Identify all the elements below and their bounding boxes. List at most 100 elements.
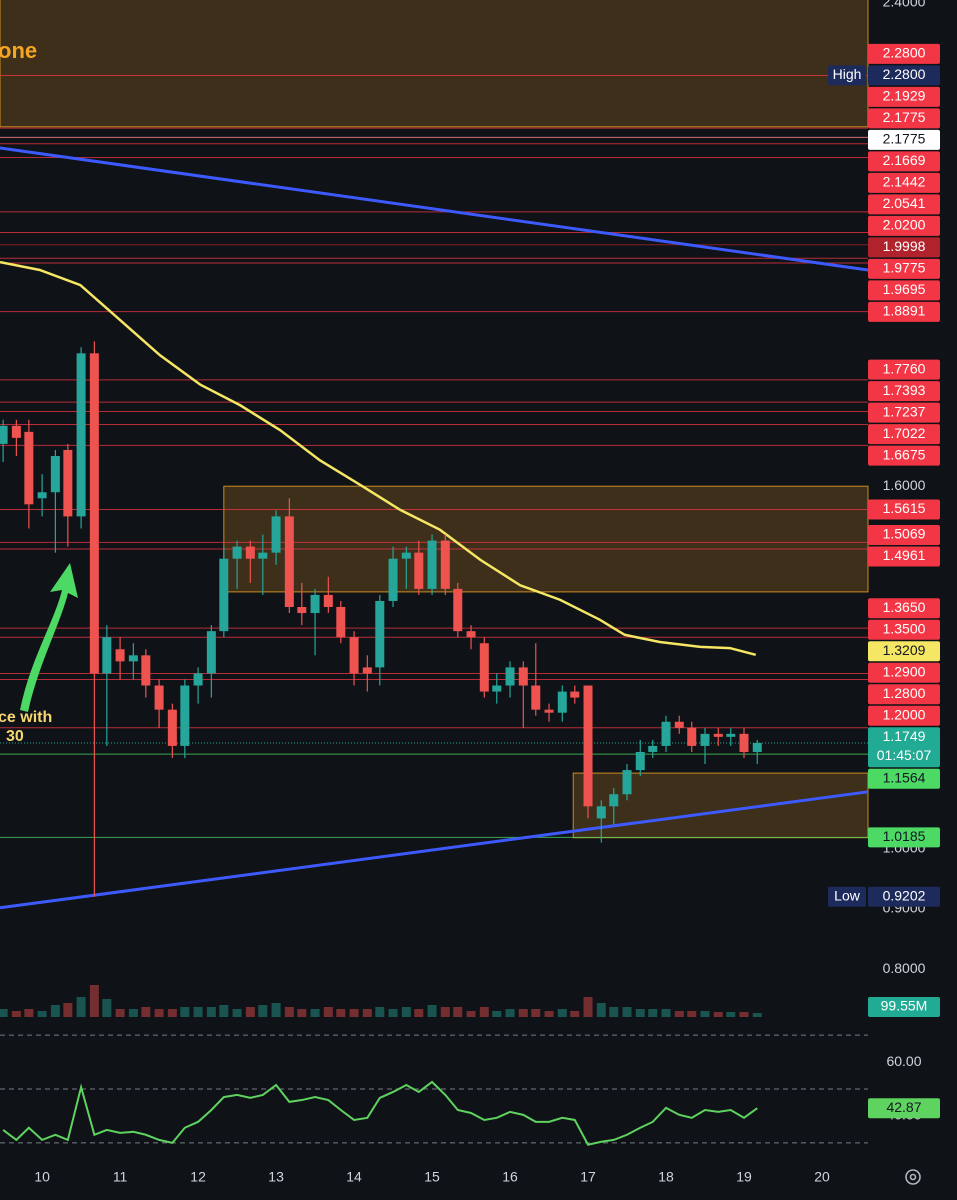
volume-bar [726,1012,736,1017]
volume-tag [868,997,940,1017]
plot-area: one [0,0,869,1146]
price-tag-label: 2.1929 [883,88,926,104]
volume-bar [505,1009,515,1017]
volume-bar [687,1011,697,1017]
volume-bar [609,1007,619,1017]
volume-bar [11,1011,21,1017]
candle-body [336,607,346,638]
volume-bar [180,1007,190,1017]
price-tag [868,402,940,423]
volume-bar [414,1009,424,1017]
price-tag-label: 2.2800 [883,45,926,61]
candle-body [622,770,632,795]
volume-bar [479,1007,489,1017]
candle-body [271,516,281,553]
rsi-tick-label: 60.00 [886,1053,921,1069]
price-tag-label: 1.7393 [883,382,926,398]
volume-bar [89,985,99,1017]
price-tag [868,598,940,619]
candle-body [206,631,216,674]
price-tag [868,301,940,322]
price-tag-label: 1.2900 [883,663,926,679]
price-tag [868,684,940,705]
price-tag-label: 1.1749 [883,728,926,744]
volume-bar [362,1009,372,1017]
settings-icon[interactable] [905,1169,921,1185]
candle-body [583,685,593,807]
candle-body [752,742,762,752]
annotation: 30 [6,728,24,745]
price-tag [868,359,940,380]
price-tag [868,768,940,789]
volume-bar [206,1007,216,1017]
price-tag-label: 2.1775 [883,109,926,125]
volume-bar [141,1007,151,1017]
price-tag-label: 1.2000 [883,706,926,722]
volume-bar [50,1005,60,1017]
price-tag [868,65,940,86]
volume-bar [570,1011,580,1017]
volume-bar [349,1009,359,1017]
volume-bar [518,1009,528,1017]
price-tag [868,662,940,683]
x-tick-label: 15 [424,1169,440,1185]
x-tick-label: 17 [580,1169,596,1185]
candle-body [0,425,8,444]
rsi-tag [868,1098,940,1119]
candle-body [440,540,450,589]
price-tag [868,258,940,279]
zone-label: one [0,38,37,63]
candle-body [37,492,47,499]
volume-bar [310,1009,320,1017]
price-tag [868,151,940,172]
volume-bar [739,1012,749,1017]
x-tick-label: 10 [34,1169,50,1185]
volume-bar [648,1009,658,1017]
candle-body [297,607,307,614]
candle-body [401,552,411,559]
price-tag-label: 2.0541 [883,195,926,211]
candle-body [362,667,372,674]
price-tag [868,886,940,907]
price-tag [868,705,940,726]
price-tag-label: 2.1669 [883,152,926,168]
candle-body [557,691,567,713]
volume-bar [258,1005,268,1017]
x-tick-label: 11 [113,1169,128,1185]
candle-body [596,806,606,819]
y-tick-label: 1.6000 [883,477,926,493]
candle-body [102,637,112,674]
volume-bar [102,999,112,1017]
volume-bar [193,1007,203,1017]
volume-bar [557,1009,567,1017]
volume-tag-label: 99.55M [881,998,928,1014]
price-tag-label: 1.8891 [883,303,926,319]
volume-bar [0,1009,8,1017]
price-tag-label: 1.5615 [883,500,926,516]
candle-body [492,685,502,692]
price-tag-label: 1.2800 [883,685,926,701]
candle-body [167,709,177,746]
candle-body [505,667,515,686]
arrow [20,563,78,712]
candle-body [115,649,125,662]
candle-body [50,456,60,493]
volume-bar [635,1009,645,1017]
price-tag [868,424,940,445]
candle-body [713,733,723,737]
price-tag-label: 2.1442 [883,174,926,190]
price-tag-label: 1.5069 [883,526,926,542]
volume-bar [323,1007,333,1017]
x-tick-label: 19 [736,1169,752,1185]
candle-body [674,721,684,728]
gear-ring [905,1169,921,1185]
candle-body [258,552,268,559]
candle-body [687,727,697,746]
price-tag-label: 0.9202 [883,888,926,904]
price-tag [868,129,940,150]
price-tag [868,215,940,236]
candle-body [609,794,619,807]
price-tag-label: 1.9998 [883,238,926,254]
volume-bar [401,1007,411,1017]
